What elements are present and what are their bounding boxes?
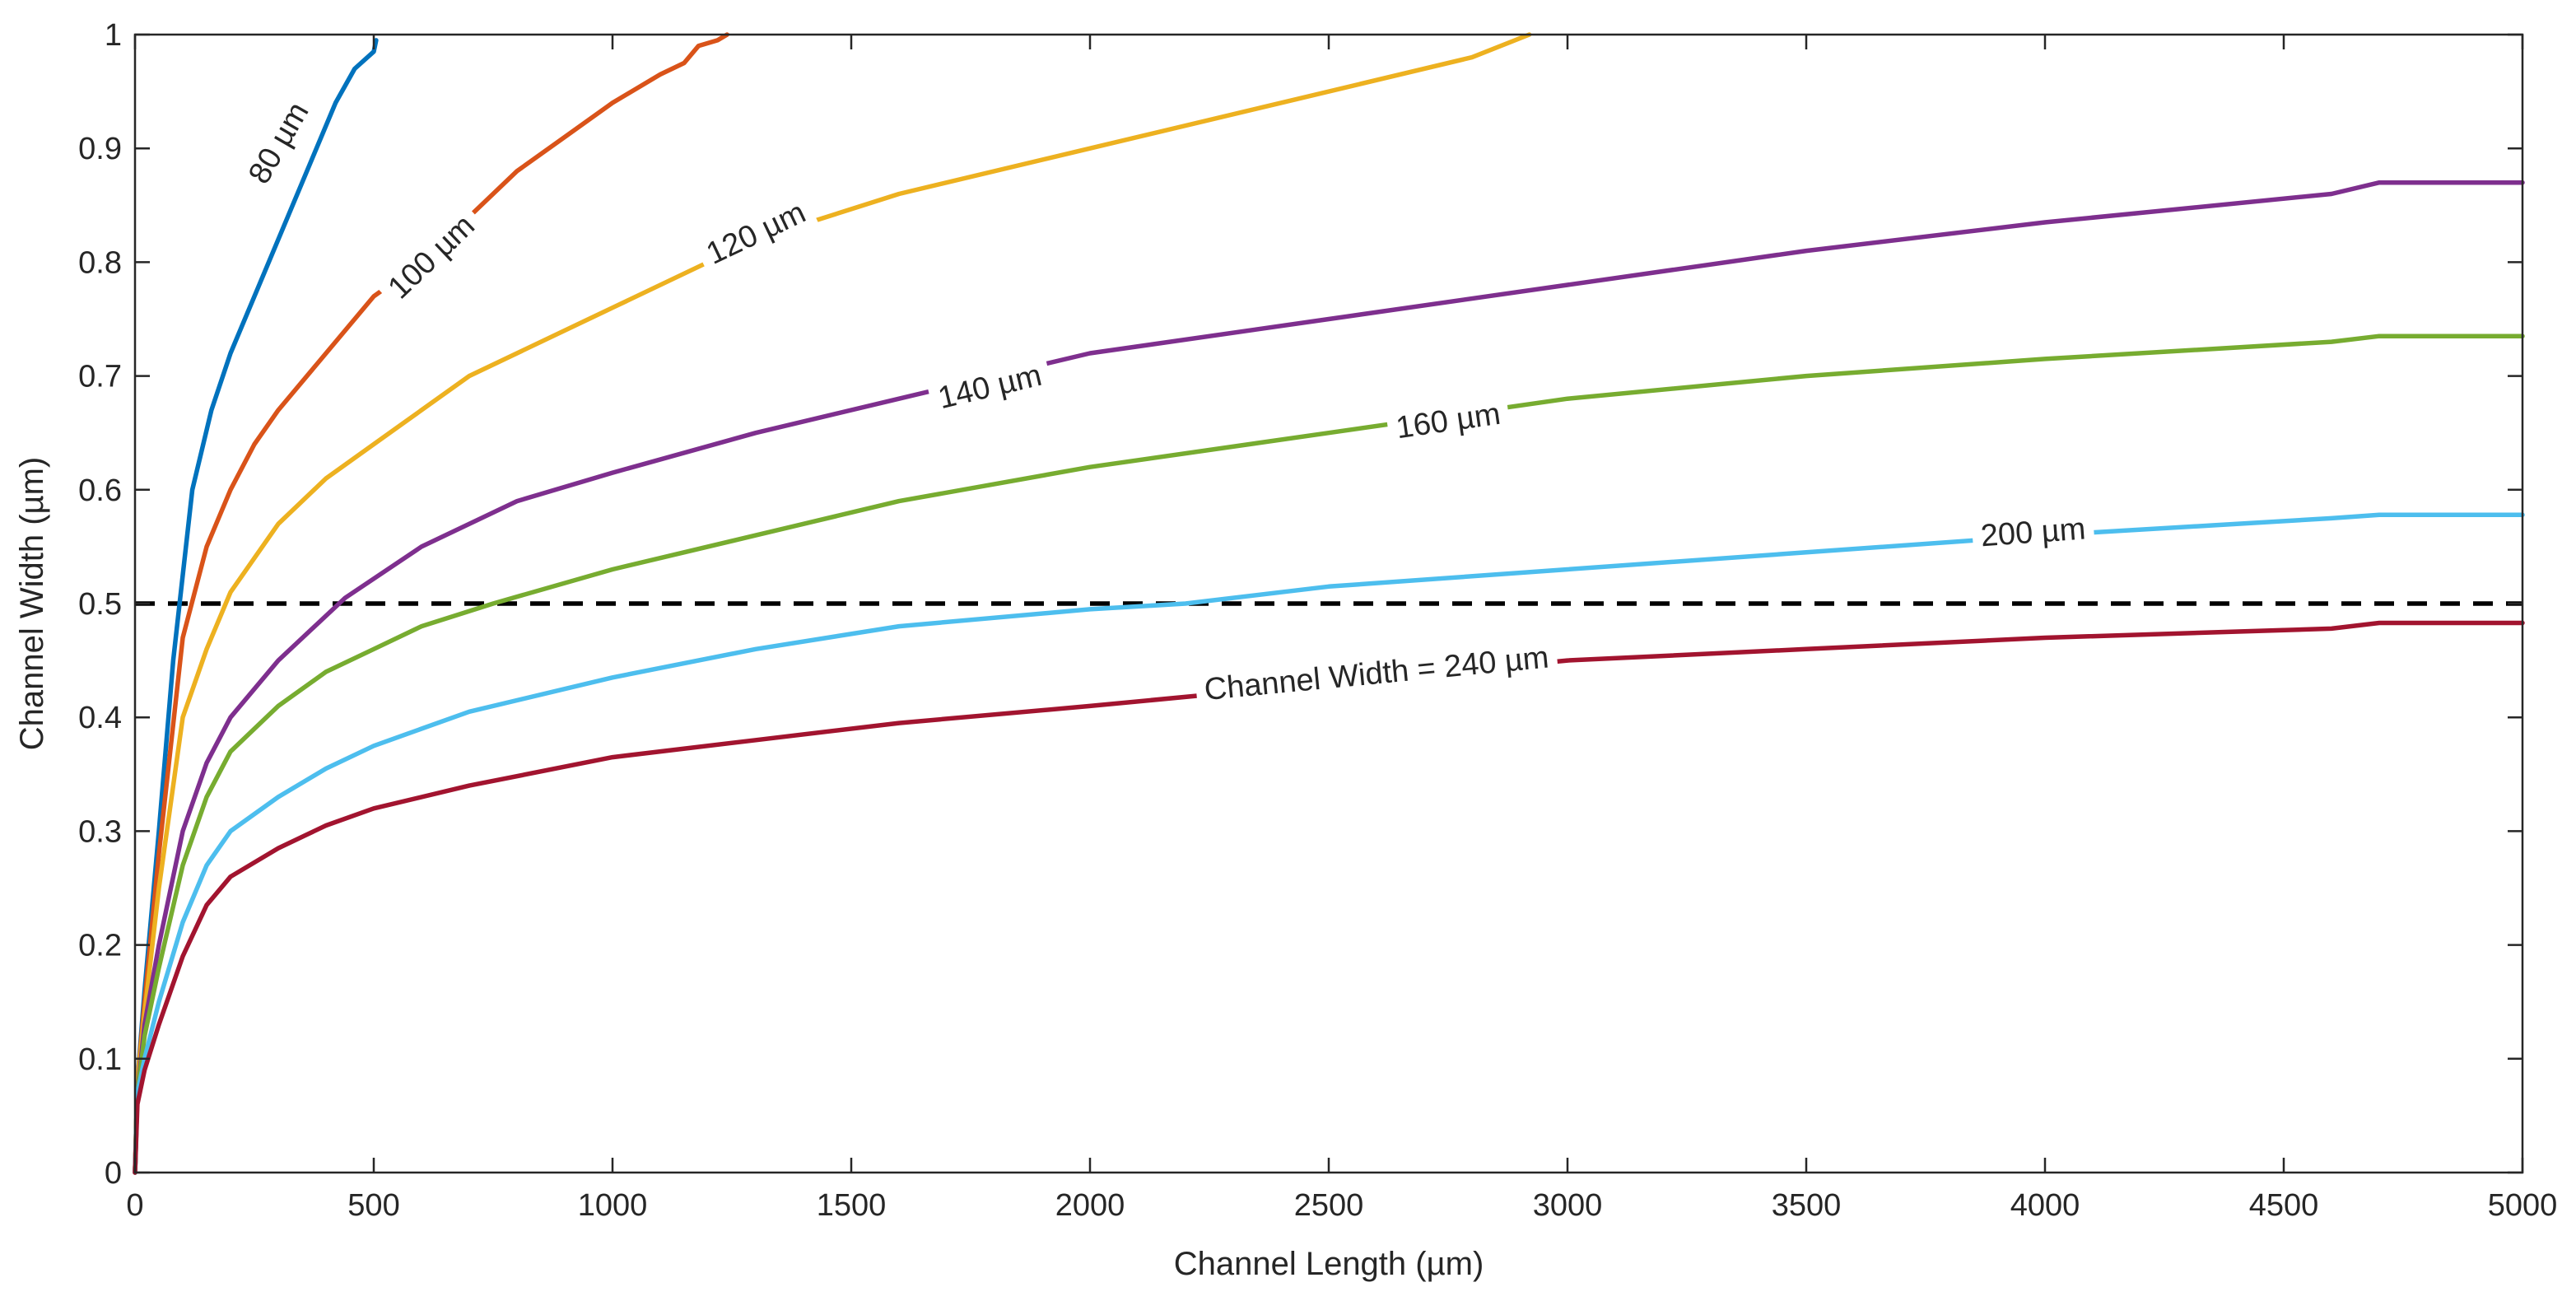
x-tick-label: 3000	[1533, 1188, 1603, 1223]
label-background	[1971, 507, 2095, 558]
label-background	[1194, 636, 1559, 712]
y-tick-label: 0.6	[78, 473, 122, 508]
label-background	[373, 200, 490, 315]
series-line	[133, 32, 1532, 1175]
y-tick-label: 0.8	[78, 245, 122, 280]
x-tick-label: 2000	[1055, 1188, 1125, 1223]
x-tick-label: 5000	[2488, 1188, 2558, 1223]
y-axis-label: Channel Width (µm)	[14, 457, 50, 750]
series-layer	[133, 32, 2525, 1175]
y-tick-label: 0.7	[78, 360, 122, 394]
x-tick-label: 500	[347, 1188, 399, 1223]
series-line	[133, 620, 2525, 1175]
x-tick-label: 1000	[578, 1188, 648, 1223]
series-line	[133, 32, 729, 1175]
y-tick-label: 0.9	[78, 132, 122, 166]
x-tick-label: 2500	[1294, 1188, 1364, 1223]
label-background	[235, 87, 324, 199]
y-tick-label: 0.1	[78, 1042, 122, 1077]
y-tick-label: 0	[105, 1156, 122, 1191]
tick-layer: 0 500 1000 1500 2000 2500 3000 3500 4000 4500 5000…	[78, 18, 2557, 1223]
series-label-text: 200 µm	[1979, 511, 2086, 553]
label-background	[1385, 392, 1512, 450]
x-tick-label: 4500	[2249, 1188, 2319, 1223]
series-line	[133, 512, 2525, 1175]
series-inline-label: 200 µm	[1971, 507, 2095, 558]
label-background	[925, 352, 1054, 422]
y-tick-label: 0.4	[78, 701, 122, 735]
y-tick-label: 0.2	[78, 929, 122, 963]
x-tick-label: 4000	[2010, 1188, 2080, 1223]
y-tick-label: 0.3	[78, 814, 122, 849]
y-tick-label: 1	[105, 18, 122, 53]
x-axis-label: Channel Length (µm)	[1174, 1246, 1484, 1282]
y-tick-label: 0.5	[78, 587, 122, 622]
x-tick-label: 0	[126, 1188, 143, 1223]
x-tick-label: 3500	[1772, 1188, 1842, 1223]
x-tick-label: 1500	[817, 1188, 887, 1223]
series-line	[133, 180, 2525, 1175]
series-line	[133, 333, 2525, 1175]
label-background	[692, 189, 820, 278]
